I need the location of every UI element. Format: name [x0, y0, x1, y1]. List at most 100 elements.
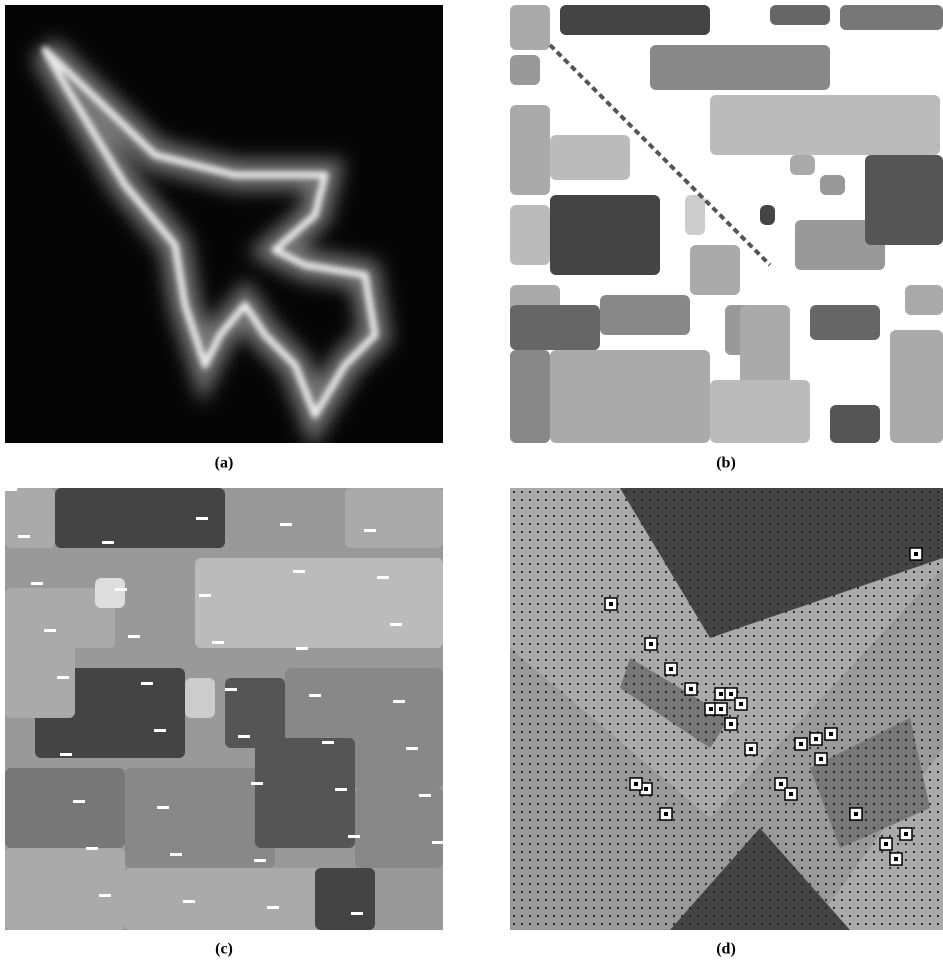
segment — [865, 155, 943, 245]
white-fleck — [128, 635, 140, 638]
segment — [345, 488, 443, 548]
white-fleck — [212, 641, 224, 644]
white-fleck — [196, 517, 208, 520]
white-fleck — [60, 753, 72, 756]
marker-core — [719, 692, 723, 696]
marker-core — [854, 812, 858, 816]
segment — [550, 135, 630, 180]
marker-core — [884, 842, 888, 846]
white-fleck — [348, 835, 360, 838]
caption: (c) — [215, 941, 233, 958]
white-fleck — [432, 841, 444, 844]
panel-c — [5, 488, 444, 930]
white-fleck — [225, 688, 237, 691]
marker-core — [709, 707, 713, 711]
white-fleck — [115, 588, 127, 591]
marker-core — [739, 702, 743, 706]
segment — [95, 578, 125, 608]
white-fleck — [199, 594, 211, 597]
white-fleck — [5, 488, 17, 491]
white-fleck — [57, 676, 69, 679]
segment — [770, 5, 830, 25]
marker-core — [799, 742, 803, 746]
segment — [5, 488, 55, 548]
body: {"panels": [{"caption": "(a)"}, {"captio… — [0, 0, 943, 965]
marker-core — [729, 722, 733, 726]
marker-core — [914, 552, 918, 556]
white-fleck — [364, 529, 376, 532]
white-fleck — [296, 647, 308, 650]
segment — [185, 678, 215, 718]
white-fleck — [419, 794, 431, 797]
white-fleck — [141, 682, 153, 685]
white-fleck — [251, 782, 263, 785]
white-fleck — [293, 570, 305, 573]
segment — [710, 95, 940, 155]
segment — [510, 305, 600, 350]
white-fleck — [309, 694, 321, 697]
segment — [820, 175, 845, 195]
marker-core — [749, 747, 753, 751]
segment — [355, 788, 443, 868]
white-fleck — [406, 747, 418, 750]
segment — [710, 380, 810, 443]
segment — [830, 405, 880, 443]
white-fleck — [102, 541, 114, 544]
segment — [810, 305, 880, 340]
marker-core — [649, 642, 653, 646]
segment — [550, 350, 710, 443]
white-fleck — [238, 735, 250, 738]
caption: (a) — [215, 455, 234, 472]
segment — [760, 205, 775, 225]
segment — [600, 295, 690, 335]
white-fleck — [31, 582, 43, 585]
white-fleck — [183, 900, 195, 903]
segment — [690, 245, 740, 295]
white-fleck — [157, 806, 169, 809]
segment — [685, 195, 705, 235]
segment — [510, 350, 550, 443]
marker-core — [664, 812, 668, 816]
white-fleck — [86, 847, 98, 850]
segment — [550, 195, 660, 275]
caption: (b) — [716, 455, 736, 472]
marker-core — [814, 737, 818, 741]
panel-b — [510, 5, 943, 443]
segment — [5, 848, 125, 930]
segment — [790, 155, 815, 175]
segment — [510, 55, 540, 85]
marker-core — [634, 782, 638, 786]
white-fleck — [335, 788, 347, 791]
segment — [890, 330, 943, 443]
white-fleck — [44, 629, 56, 632]
white-fleck — [280, 523, 292, 526]
segment — [650, 45, 830, 90]
white-fleck — [351, 912, 363, 915]
white-fleck — [73, 800, 85, 803]
white-fleck — [393, 700, 405, 703]
white-fleck — [170, 853, 182, 856]
white-fleck — [99, 894, 111, 897]
segment — [195, 558, 443, 648]
white-fleck — [322, 741, 334, 744]
marker-core — [644, 787, 648, 791]
marker-core — [904, 832, 908, 836]
marker-core — [829, 732, 833, 736]
segment — [510, 205, 550, 265]
segment — [5, 768, 125, 848]
page: html, body { margin: 0; padding: 0; back… — [0, 0, 943, 965]
figure: (a) (b) (c) (d) — [0, 0, 943, 965]
segment — [740, 305, 790, 385]
marker-core — [779, 782, 783, 786]
marker-core — [689, 687, 693, 691]
caption: (d) — [716, 941, 736, 958]
panel-a — [5, 5, 443, 443]
white-fleck — [267, 906, 279, 909]
marker-core — [729, 692, 733, 696]
white-fleck — [390, 623, 402, 626]
marker-core — [789, 792, 793, 796]
segment — [255, 738, 355, 848]
white-fleck — [18, 535, 30, 538]
marker-core — [894, 857, 898, 861]
white-fleck — [254, 859, 266, 862]
